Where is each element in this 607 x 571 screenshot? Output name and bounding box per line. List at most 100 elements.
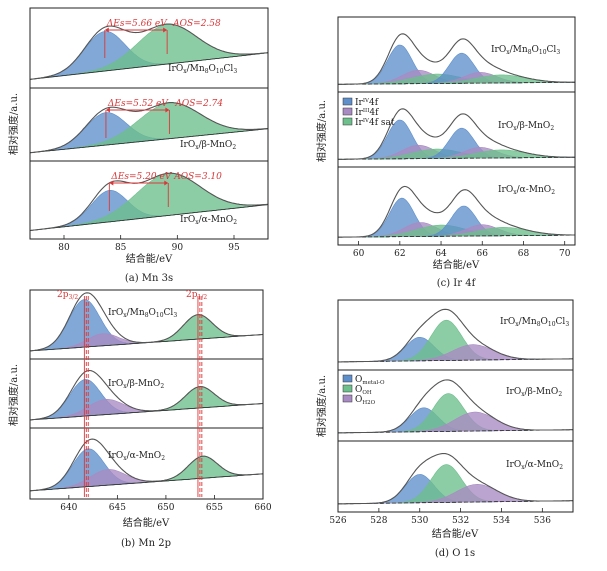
legend-label: IrIV4f [355,98,379,108]
arrow-head [163,27,168,33]
spectrum-label: IrOx/α-MnO2 [108,451,165,462]
legend-swatch-ir4-sat [342,117,353,126]
envelope-line [338,308,573,363]
envelope-line [30,292,263,352]
legend-swatch-ir3-4f [342,107,353,116]
arrow-head [105,107,110,113]
envelope-line [338,108,575,160]
x-tick-label: 526 [329,516,346,526]
x-axis-label: 结合能/eV [126,252,173,265]
spectrum-label: IrOx/α-MnO2 [498,185,555,196]
envelope-line [30,102,268,154]
legend-swatch-o-oh [342,384,353,393]
spectrum-label: IrOx/β-MnO2 [108,379,164,390]
legend-label: OOH [355,385,372,396]
x-tick-label: 530 [411,516,428,526]
plot-frame [29,7,269,240]
spectrum-1 [30,23,268,80]
spectrum-3 [338,452,573,505]
arrow-head [165,107,170,113]
aos-label: AOS=3.10 [173,172,222,182]
spectrum-label: IrOx/β-MnO2 [180,140,236,151]
x-tick-label: 640 [60,503,77,513]
envelope-line [30,23,268,80]
spectrum-1 [30,292,263,352]
delta-es-label: ΔEs=5.20 eV [110,172,172,182]
background-line [30,204,268,231]
spectrum-2 [30,369,263,421]
envelope-line [30,438,263,492]
spectrum-label: IrOx/α-MnO2 [506,460,563,471]
x-axis-label: 结合能/eV [432,527,479,540]
aos-label: AOS=2.74 [174,99,223,109]
spectrum-label: IrOx/Mn8O10Cl3 [108,308,177,319]
x-tick-label: 534 [493,516,510,526]
legend-swatch-ir4-4f [342,97,353,106]
y-axis-label: 相对强度/a.u. [315,100,328,162]
y-axis-label: 相对强度/a.u. [7,93,20,155]
peak-label-2p32: 2p3/2 [57,290,78,301]
x-tick-label: 70 [559,249,571,259]
legend-label: IrIII4f [355,108,379,118]
spectrum-label: IrOx/Mn8O10Cl3 [500,317,569,328]
panel-c: 60 62 64 66 68 70 IrIV4f IrIII4f IrIV4f sat I… [315,16,576,289]
x-tick-label: 66 [477,249,489,259]
envelope-line [338,185,575,238]
spectrum-label: IrOx/β-MnO2 [498,121,554,132]
x-tick-label: 90 [172,243,184,253]
background-line [30,473,263,492]
envelope-line [338,379,573,434]
spectrum-1 [338,33,575,85]
envelope-line [30,369,263,421]
envelope-line [338,452,573,505]
envelope-line [338,33,575,85]
plot-frame [337,16,576,246]
legend: Ometal-O OOH OH2O [342,374,385,406]
panel-caption: (a) Mn 3s [125,273,173,284]
x-tick-label: 85 [115,243,127,253]
arrow-head [109,180,114,186]
arrow-head [164,180,169,186]
panel-caption: (d) O 1s [435,548,475,559]
plot-frame [337,299,574,513]
spectrum-3 [30,438,263,492]
spectrum-2 [338,379,573,434]
legend-label: OH2O [355,395,376,406]
aos-label: AOS=2.58 [172,19,221,29]
background-line [338,156,575,160]
y-axis-label: 相对强度/a.u. [7,364,20,426]
x-tick-label: 655 [206,503,223,513]
spectrum-2 [30,102,268,154]
panel-b: 640 645 650 655 660 2p3/2 2p1/2 IrOx/Mn8O10C… [7,289,272,549]
x-tick-label: 536 [534,516,551,526]
spectrum-3 [338,185,575,238]
legend-swatch-o-h2o [342,394,353,403]
x-tick-label: 645 [109,503,126,513]
x-tick-label: 68 [518,249,530,259]
legend: IrIV4f IrIII4f IrIV4f sat [342,97,395,128]
background-line [30,403,263,421]
panel-caption: (c) Ir 4f [437,278,477,289]
x-tick-label: 532 [452,516,469,526]
envelope-line [30,172,268,232]
x-axis-label: 结合能/eV [123,516,170,529]
arrow-head [104,27,109,33]
delta-es-label: ΔEs=5.52 eV [107,99,169,109]
spectrum-2 [338,108,575,160]
spectrum-label: IrOx/Mn8O10Cl3 [491,45,560,56]
plot-frame [29,289,264,500]
background-line [338,234,575,238]
x-tick-label: 60 [353,249,365,259]
legend-swatch-o-metal [342,374,353,383]
x-tick-label: 528 [370,516,387,526]
panel-a: 80 85 90 95 ΔEs=5.66 eV AOS=2.58 ΔEs=5.52 eV A… [7,7,269,284]
x-tick-label: 650 [157,503,174,513]
background-line [30,52,268,80]
peak-label-2p12: 2p1/2 [186,290,207,301]
x-tick-label: 95 [228,243,240,253]
x-axis-label: 结合能/eV [433,258,480,271]
legend-label: IrIV4f sat [355,118,395,128]
x-tick-label: 64 [435,249,447,259]
x-tick-label: 62 [394,249,405,259]
